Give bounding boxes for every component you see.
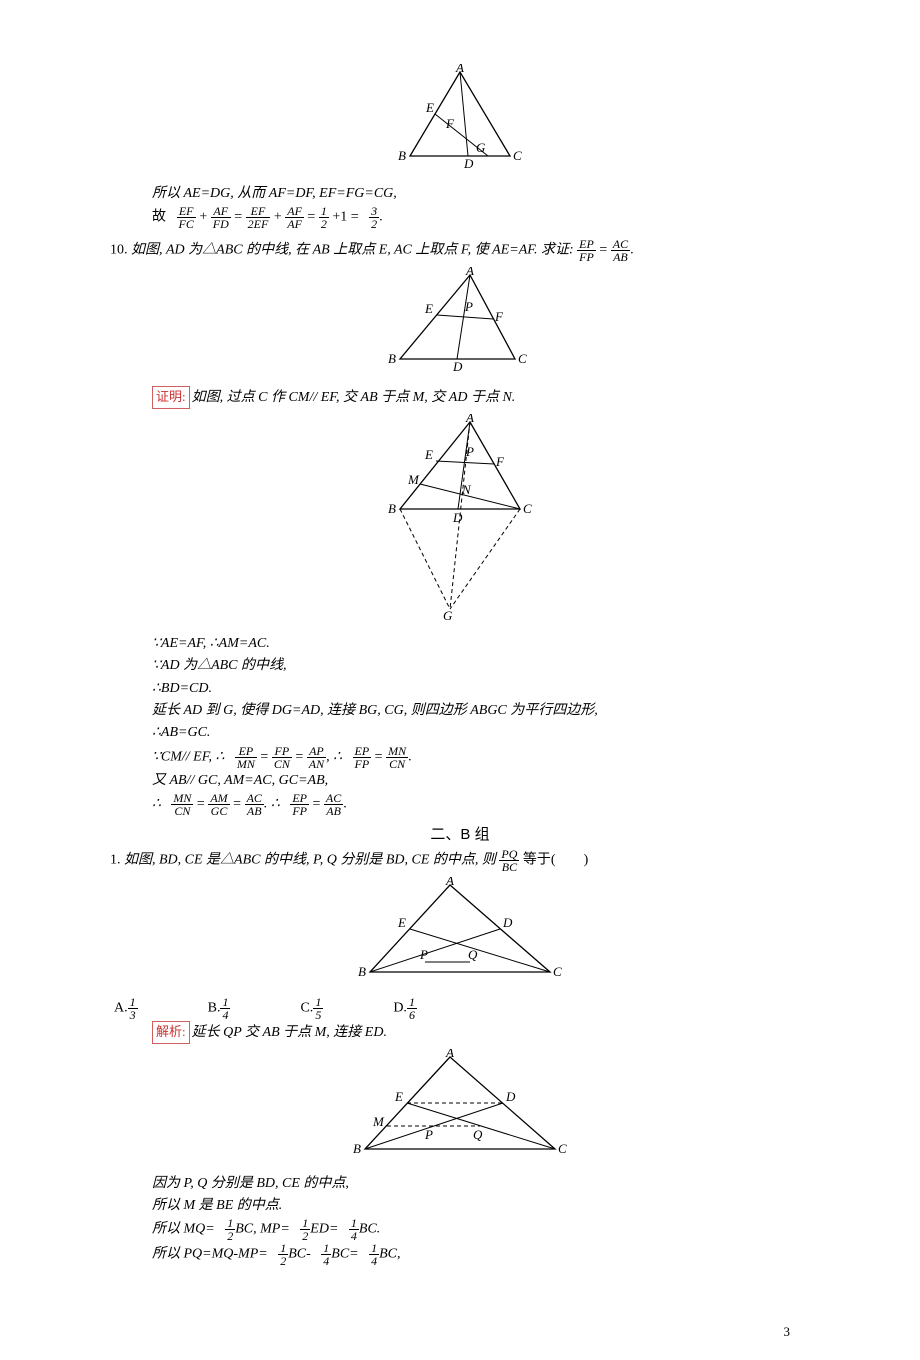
- text: 10.: [110, 243, 128, 258]
- solution-label: 解析:: [152, 1021, 190, 1044]
- text-line: 又 AB// GC, AM=AC, GC=AB,: [110, 770, 810, 792]
- text: 所以 AE=DG, 从而 AF=DF, EF=FG=CG,: [152, 186, 397, 201]
- text: 延长 QP 交 AB 于点 M, 连接 ED.: [192, 1025, 387, 1040]
- svg-text:C: C: [523, 501, 532, 516]
- svg-text:Q: Q: [468, 947, 478, 962]
- svg-text:D: D: [463, 156, 474, 171]
- svg-text:A: A: [445, 877, 454, 888]
- svg-text:F: F: [494, 309, 504, 324]
- svg-text:C: C: [513, 148, 522, 163]
- text-line: 故 EFFC + AFFD = EF2EF + AFAF = 12 +1 = 3…: [110, 205, 810, 230]
- solution-intro: 解析:延长 QP 交 AB 于点 M, 连接 ED.: [110, 1021, 810, 1044]
- triangle-parallelogram-icon: A B C D E F P M N G: [370, 414, 550, 624]
- text-line: 所以 M 是 BE 的中点.: [110, 1195, 810, 1217]
- section-b-title: 二、B 组: [110, 823, 810, 844]
- proof-intro: 证明:如图, 过点 C 作 CM// EF, 交 AB 于点 M, 交 AD 于…: [110, 386, 810, 409]
- svg-text:G: G: [443, 608, 453, 623]
- text-line: 因为 P, Q 分别是 BD, CE 的中点,: [110, 1173, 810, 1195]
- svg-text:Q: Q: [473, 1127, 483, 1142]
- svg-text:F: F: [495, 454, 505, 469]
- page-number: 3: [784, 1324, 791, 1340]
- svg-text:P: P: [419, 947, 428, 962]
- svg-text:C: C: [553, 964, 562, 979]
- figure-q1a: A B C E D P Q: [110, 877, 810, 992]
- options-row: A.13 B.14 C.15 D.16: [110, 996, 810, 1021]
- text-line: ∴ MNCN = AMGC = ACAB. ∴ EPFP = ACAB.: [110, 792, 810, 817]
- text: 1.: [110, 853, 121, 868]
- svg-text:E: E: [424, 447, 433, 462]
- svg-text:P: P: [464, 299, 473, 314]
- svg-text:D: D: [505, 1089, 516, 1104]
- page: A B C E F G D 所以 AE=DG, 从而 AF=DF, EF=FG=…: [0, 0, 920, 1360]
- svg-text:G: G: [476, 140, 486, 155]
- svg-text:N: N: [461, 482, 472, 497]
- text-line: ∵CM// EF, ∴ EPMN = FPCN = APAN, ∴ EPFP =…: [110, 745, 810, 770]
- text: +1 =: [332, 210, 358, 225]
- text-line: ∴AB=GC.: [110, 722, 810, 744]
- svg-text:B: B: [398, 148, 406, 163]
- svg-text:D: D: [452, 359, 463, 374]
- svg-text:E: E: [425, 100, 434, 115]
- text: 等于( ): [523, 853, 588, 868]
- text-line: ∵AE=AF, ∴AM=AC.: [110, 633, 810, 655]
- text: 如图, 过点 C 作 CM// EF, 交 AB 于点 M, 交 AD 于点 N…: [192, 390, 516, 405]
- text-line: 所以 AE=DG, 从而 AF=DF, EF=FG=CG,: [110, 183, 810, 205]
- triangle-epf-icon: A B C D E F P: [375, 267, 545, 377]
- svg-text:P: P: [465, 444, 474, 459]
- triangle-mpq-icon: A B C E D M P Q: [345, 1049, 575, 1164]
- svg-text:A: A: [455, 64, 464, 75]
- text: 故: [152, 210, 166, 225]
- proof-label: 证明:: [152, 386, 190, 409]
- figure-q10b: A B C D E F P M N G: [110, 414, 810, 629]
- text-line: 所以 MQ= 12BC, MP= 12ED= 14BC.: [110, 1217, 810, 1242]
- q1-stem: 1. 如图, BD, CE 是△ABC 的中线, P, Q 分别是 BD, CE…: [110, 848, 810, 873]
- svg-text:A: A: [465, 267, 474, 278]
- triangle-efg-icon: A B C E F G D: [390, 64, 530, 174]
- text: 如图, AD 为△ABC 的中线, 在 AB 上取点 E, AC 上取点 F, …: [131, 243, 574, 258]
- svg-text:D: D: [452, 510, 463, 525]
- svg-text:E: E: [424, 301, 433, 316]
- figure-q1b: A B C E D M P Q: [110, 1049, 810, 1169]
- triangle-pq-icon: A B C E D P Q: [350, 877, 570, 987]
- svg-text:A: A: [445, 1049, 454, 1060]
- svg-text:A: A: [465, 414, 474, 425]
- figure-q9: A B C E F G D: [110, 64, 810, 179]
- text-line: ∴BD=CD.: [110, 678, 810, 700]
- text-line: 所以 PQ=MQ-MP= 12BC- 14BC= 14BC,: [110, 1242, 810, 1267]
- svg-text:M: M: [407, 472, 420, 487]
- svg-text:E: E: [394, 1089, 403, 1104]
- text-line: 延长 AD 到 G, 使得 DG=AD, 连接 BG, CG, 则四边形 ABG…: [110, 700, 810, 722]
- svg-text:B: B: [388, 351, 396, 366]
- figure-q10a: A B C D E F P: [110, 267, 810, 382]
- svg-text:C: C: [558, 1141, 567, 1156]
- svg-text:C: C: [518, 351, 527, 366]
- text: 如图, BD, CE 是△ABC 的中线, P, Q 分别是 BD, CE 的中…: [124, 853, 496, 868]
- svg-text:D: D: [502, 915, 513, 930]
- svg-text:B: B: [388, 501, 396, 516]
- svg-text:P: P: [424, 1127, 433, 1142]
- svg-text:E: E: [397, 915, 406, 930]
- svg-text:F: F: [445, 116, 455, 131]
- q10-stem: 10. 如图, AD 为△ABC 的中线, 在 AB 上取点 E, AC 上取点…: [110, 238, 810, 263]
- svg-text:B: B: [358, 964, 366, 979]
- svg-text:B: B: [353, 1141, 361, 1156]
- text-line: ∵AD 为△ABC 的中线,: [110, 655, 810, 677]
- svg-text:M: M: [372, 1114, 385, 1129]
